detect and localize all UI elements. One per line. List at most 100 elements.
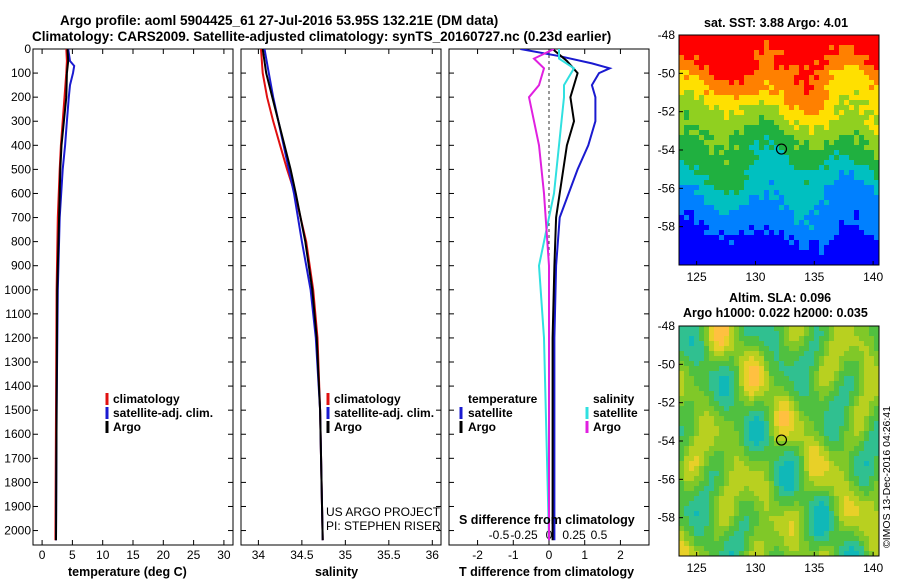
map-cell [769,406,775,412]
map-cell [754,215,760,221]
map-cell [699,115,705,121]
map-cell [679,526,685,532]
map-cell [854,210,860,216]
map-cell [789,546,795,552]
map-cell [744,481,750,487]
map-cell [789,466,795,472]
map-cell [804,396,810,402]
map-cell [729,496,735,502]
map-cell [859,536,865,542]
map-cell [874,356,880,362]
map-cell [784,170,790,176]
map-cell [749,70,755,76]
map-cell [824,446,830,452]
map-cell [859,225,865,231]
map-cell [699,481,705,487]
map-cell [819,491,825,497]
map-cell [784,85,790,91]
map-cell [704,200,710,206]
map-cell [839,551,845,557]
map-cell [739,401,745,407]
map-cell [769,426,775,432]
map-cell [814,411,820,417]
map-cell [754,145,760,151]
map-cell [729,110,735,116]
map-cell [874,75,880,81]
map-cell [749,50,755,56]
map-y-tick-label: -58 [658,511,676,525]
map-cell [794,260,800,266]
map-cell [739,376,745,382]
map-cell [769,255,775,261]
map-cell [724,50,730,56]
map-cell [754,180,760,186]
map-cell [859,210,865,216]
map-cell [809,346,815,352]
map-cell [829,135,835,141]
map-cell [739,165,745,171]
map-cell [809,260,815,266]
map-cell [789,431,795,437]
x2-tick-label: -0.25 [510,528,538,542]
map-cell [819,215,825,221]
map-cell [804,551,810,557]
map-cell [689,421,695,427]
map-cell [719,536,725,542]
map-cell [749,536,755,542]
map-cell [779,376,785,382]
map-cell [764,145,770,151]
map-cell [874,130,880,136]
map-cell [709,260,715,266]
map-cell [779,421,785,427]
map-cell [834,456,840,462]
map-cell [779,110,785,116]
map-cell [729,95,735,101]
map-cell [774,446,780,452]
map-cell [864,45,870,51]
map-cell [824,431,830,437]
map-cell [864,336,870,342]
map-cell [749,210,755,216]
map-cell [789,476,795,482]
map-cell [754,50,760,56]
map-cell [759,466,765,472]
map-cell [849,180,855,186]
map-cell [774,250,780,256]
map-cell [849,255,855,261]
map-cell [779,481,785,487]
map-cell [864,351,870,357]
map-cell [714,130,720,136]
map-cell [799,501,805,507]
map-cell [719,65,725,71]
map-cell [799,145,805,151]
map-cell [719,376,725,382]
map-cell [799,65,805,71]
map-cell [789,115,795,121]
map-cell [699,336,705,342]
map-cell [754,95,760,101]
map-cell [684,536,690,542]
map-cell [869,506,875,512]
map-cell [864,431,870,437]
map-cell [724,190,730,196]
map-cell [784,220,790,226]
map-cell [779,240,785,246]
legend-s-argo: Argo [593,420,621,434]
map-cell [829,115,835,121]
map-cell [839,185,845,191]
map-cell [874,506,880,512]
map-cell [794,381,800,387]
map-cell [694,220,700,226]
map-cell [689,536,695,542]
map-cell [714,205,720,211]
map-cell [709,441,715,447]
map-cell [754,546,760,552]
map-cell [694,376,700,382]
map-cell [799,371,805,377]
map-cell [849,406,855,412]
depth-tick-label: 1600 [4,427,31,441]
map-cell [704,250,710,256]
depth-tick-label: 1000 [4,283,31,297]
map-cell [824,120,830,126]
map-cell [774,366,780,372]
